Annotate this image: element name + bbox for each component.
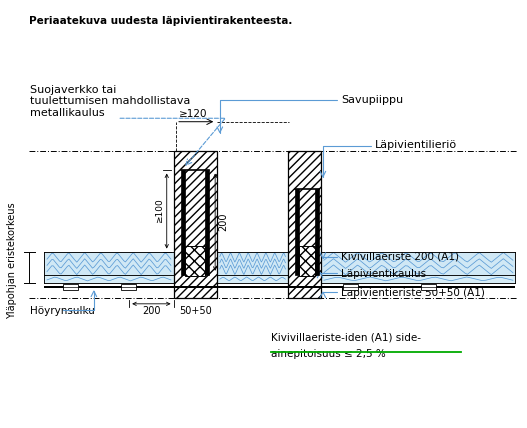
Bar	[185, 246, 204, 276]
Bar	[204, 169, 209, 275]
Text: Suojaverkko tai
tuulettumisen mahdollistava
metallikaulus: Suojaverkko tai tuulettumisen mahdollist…	[30, 85, 190, 118]
Bar	[315, 189, 319, 275]
Text: Savupiippu: Savupiippu	[341, 95, 403, 104]
Bar	[44, 275, 173, 283]
Bar	[217, 275, 288, 283]
Text: Periaatekuva uudesta läpivientirakenteesta.: Periaatekuva uudesta läpivientirakentees…	[29, 15, 292, 26]
Bar	[321, 275, 515, 283]
Bar	[44, 286, 515, 288]
Bar	[217, 253, 288, 275]
Text: 200: 200	[218, 213, 228, 232]
Bar	[121, 284, 136, 290]
Text: ≥100: ≥100	[154, 199, 163, 223]
Text: Kivivillaeriste­iden (A1) side-: Kivivillaeriste­iden (A1) side-	[271, 333, 421, 342]
Text: Kivivillaeriste 200 (A1): Kivivillaeriste 200 (A1)	[341, 251, 459, 262]
Bar	[173, 152, 217, 298]
Text: ≥120: ≥120	[179, 109, 207, 119]
Text: Läpivientilieriö: Läpivientilieriö	[375, 140, 457, 150]
Text: Höyrynsulku: Höyrynsulku	[30, 306, 95, 316]
Bar	[295, 189, 299, 275]
Bar	[421, 284, 436, 290]
Text: 200: 200	[142, 306, 161, 316]
Bar	[44, 253, 173, 275]
Bar	[321, 253, 515, 275]
Text: Läpivientikaulus: Läpivientikaulus	[341, 269, 426, 279]
Bar	[343, 284, 358, 290]
Bar	[181, 169, 185, 275]
Text: 50+50: 50+50	[179, 306, 212, 316]
Text: Läpivientieriste 50+50 (A1): Läpivientieriste 50+50 (A1)	[341, 288, 485, 298]
Bar	[63, 284, 77, 290]
Bar	[299, 246, 315, 276]
Text: Yläpohjan eristekorkeus: Yläpohjan eristekorkeus	[7, 202, 17, 319]
Bar	[288, 152, 321, 298]
Text: ainepitoisuus ≤ 2,5 %: ainepitoisuus ≤ 2,5 %	[271, 349, 386, 359]
